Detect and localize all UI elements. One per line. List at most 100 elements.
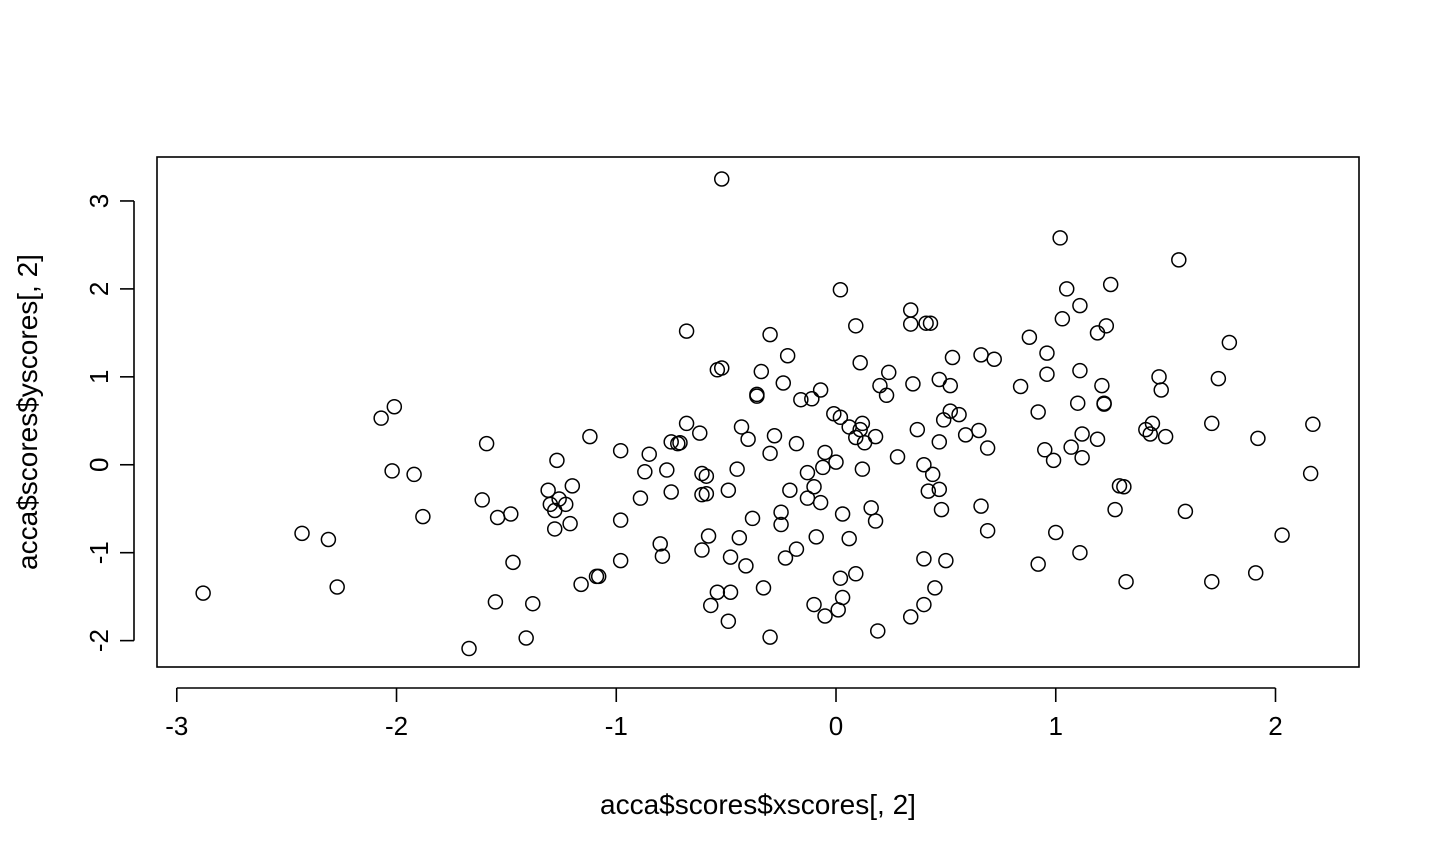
- data-point: [386, 398, 403, 415]
- data-point: [713, 171, 730, 187]
- data-point: [1157, 428, 1174, 445]
- x-tick-label: -1: [605, 711, 628, 741]
- data-point: [733, 419, 750, 435]
- data-point: [1116, 478, 1132, 495]
- data-point: [487, 594, 504, 610]
- data-point: [1144, 415, 1161, 432]
- data-point: [641, 446, 657, 462]
- data-point: [777, 550, 794, 566]
- data-point: [817, 444, 833, 461]
- data-point: [1094, 377, 1110, 394]
- data-point: [729, 461, 745, 477]
- data-point: [762, 629, 778, 645]
- data-point: [931, 434, 948, 450]
- data-point: [612, 512, 629, 528]
- y-tick-label: 3: [84, 194, 114, 208]
- data-point: [832, 570, 849, 586]
- data-point: [1072, 297, 1088, 314]
- data-point: [582, 428, 598, 445]
- data-point: [902, 316, 919, 332]
- data-point: [1045, 452, 1062, 469]
- data-point: [672, 435, 688, 451]
- data-point: [779, 347, 796, 364]
- data-point: [916, 551, 932, 567]
- data-point: [329, 579, 345, 595]
- data-point: [848, 566, 864, 582]
- data-point: [562, 515, 578, 532]
- data-point: [415, 508, 431, 525]
- data-point: [652, 536, 668, 552]
- data-point: [478, 435, 495, 452]
- data-point: [880, 364, 897, 381]
- x-tick-label: -3: [165, 711, 188, 741]
- data-point: [931, 371, 948, 388]
- data-point: [817, 608, 833, 624]
- data-point: [1250, 430, 1266, 447]
- data-point: [1153, 382, 1169, 398]
- data-point: [744, 510, 761, 527]
- data-point: [637, 464, 653, 480]
- data-point: [909, 421, 926, 438]
- data-point: [927, 580, 943, 596]
- data-point: [1151, 369, 1167, 385]
- data-point: [905, 376, 921, 392]
- data-point: [788, 541, 805, 557]
- x-tick-label: 0: [829, 711, 843, 741]
- data-point: [957, 427, 974, 443]
- data-point: [1012, 378, 1029, 395]
- y-tick-label: -2: [84, 629, 114, 652]
- data-point: [703, 597, 719, 614]
- data-point: [692, 425, 708, 441]
- data-point: [775, 375, 792, 391]
- data-point: [573, 576, 589, 593]
- data-point: [384, 463, 400, 479]
- data-point: [832, 409, 849, 426]
- data-point: [1052, 230, 1068, 246]
- data-point: [320, 531, 337, 548]
- data-point: [788, 435, 805, 452]
- data-point: [1204, 573, 1220, 590]
- data-point: [872, 377, 888, 394]
- data-point: [663, 484, 679, 500]
- data-point: [1072, 544, 1088, 561]
- data-point: [663, 434, 679, 450]
- data-point: [922, 315, 939, 331]
- data-point: [753, 363, 770, 380]
- data-point: [1274, 527, 1290, 543]
- y-tick-label: 1: [84, 370, 114, 384]
- data-point: [766, 427, 783, 444]
- data-point: [938, 552, 954, 569]
- data-point: [700, 528, 717, 544]
- y-axis: -2 -1 0 1 2 3: [84, 194, 135, 652]
- data-point: [1142, 426, 1158, 442]
- data-point: [971, 422, 987, 439]
- data-point: [749, 388, 765, 404]
- data-point: [659, 462, 675, 478]
- data-points: [195, 171, 1321, 657]
- data-point: [1096, 396, 1112, 412]
- data-point: [632, 490, 649, 506]
- data-point: [1058, 281, 1075, 297]
- data-point: [902, 302, 919, 318]
- data-point: [1102, 276, 1119, 293]
- data-point: [720, 613, 737, 630]
- data-point: [973, 347, 989, 363]
- data-point: [1171, 252, 1187, 268]
- y-tick-label: -1: [84, 541, 114, 564]
- data-point: [854, 415, 871, 432]
- data-point: [1030, 556, 1046, 572]
- data-point: [863, 500, 879, 516]
- data-point: [815, 459, 831, 476]
- data-point: [489, 509, 506, 526]
- data-point: [546, 521, 563, 537]
- data-point: [848, 318, 864, 334]
- data-point: [709, 584, 726, 601]
- data-point: [1302, 465, 1319, 482]
- data-point: [549, 452, 565, 469]
- data-point: [1177, 503, 1194, 520]
- data-point: [986, 351, 1002, 367]
- data-point: [1039, 366, 1055, 382]
- data-point: [804, 391, 820, 407]
- data-point: [931, 481, 948, 498]
